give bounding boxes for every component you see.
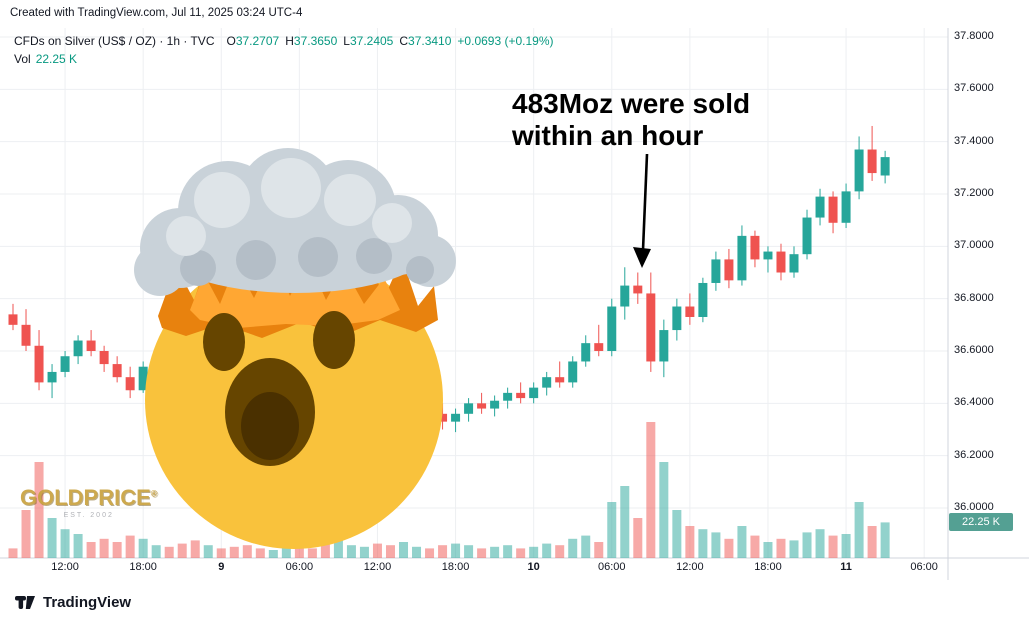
volume-value: 22.25 K [35, 52, 78, 66]
time-axis-label: 12:00 [363, 561, 392, 573]
emoji-mouth-inner [241, 392, 299, 460]
registered-mark: ® [150, 488, 158, 499]
annotation-arrow-icon [633, 153, 651, 268]
emoji-cloud-shading [180, 237, 434, 286]
time-axis-label: 18:00 [754, 561, 782, 573]
time-axis-label: 18:00 [129, 561, 157, 573]
price-axis[interactable]: 37.8000 37.6000 37.4000 37.2000 37.0000 36.80… [954, 0, 1029, 619]
price-axis-label: 37.6000 [954, 82, 994, 95]
time-axis[interactable]: 12:00 18:00 9 06:00 12:00 18:00 10 06:00 12:00 18… [0, 561, 948, 579]
high-value: 37.3650 [293, 34, 338, 48]
close-value: 37.3410 [408, 34, 452, 48]
time-axis-label: 06:00 [598, 561, 626, 573]
time-axis-label: 12:00 [51, 561, 79, 573]
goldprice-logo-text: GOLDPRICE® [20, 485, 158, 510]
volume-label: Vol [14, 52, 31, 66]
price-axis-label: 36.4000 [954, 396, 994, 409]
time-axis-label: 11 [840, 561, 852, 573]
tradingview-logo-icon [15, 596, 35, 609]
emoji-right-eye [313, 311, 355, 369]
emoji-cloud-highlight [166, 158, 412, 256]
price-axis-label: 37.8000 [954, 30, 994, 42]
annotation-text: 483Moz were sold within an hour [512, 88, 750, 152]
close-label: C [399, 34, 409, 48]
price-axis-label: 36.6000 [954, 344, 994, 356]
time-axis-label: 10 [527, 561, 540, 573]
annotation-line1: 483Moz were sold [512, 88, 751, 119]
change-value: +0.0693 (+0.19%) [457, 34, 554, 48]
goldprice-est-text: EST. 2002 [63, 512, 114, 519]
symbol-title[interactable]: CFDs on Silver (US$ / OZ) · 1h · TVC [14, 34, 215, 48]
open-value: 37.2707 [235, 34, 280, 48]
low-label: L [343, 34, 350, 48]
goldprice-watermark: GOLDPRICE® EST. 2002 [20, 485, 157, 519]
time-axis-label: 06:00 [285, 561, 314, 573]
time-axis-label: 9 [218, 561, 225, 573]
created-with-text: Created with TradingView.com, Jul 11, 20… [10, 7, 303, 19]
open-label: O [226, 34, 236, 48]
time-axis-label: 18:00 [441, 561, 470, 573]
footer-brand[interactable]: TradingView [14, 591, 131, 613]
price-axis-label: 37.0000 [954, 239, 994, 252]
exploding-head-emoji [134, 148, 456, 549]
high-label: H [285, 34, 294, 48]
price-axis-label: 37.4000 [954, 134, 994, 147]
low-value: 37.2405 [349, 34, 394, 48]
emoji-left-eye [203, 313, 245, 371]
time-axis-label: 12:00 [676, 561, 704, 573]
price-axis-label: 36.0000 [954, 501, 994, 513]
annotation-line2: within an hour [512, 120, 704, 151]
price-axis-label: 36.8000 [954, 291, 994, 304]
price-axis-label: 36.2000 [954, 448, 994, 461]
price-axis-label: 37.2000 [954, 187, 994, 199]
tradingview-brand-text: TradingView [43, 593, 132, 611]
volume-legend[interactable]: Vol 22.25 K [14, 52, 77, 66]
symbol-legend[interactable]: CFDs on Silver (US$ / OZ) · 1h · TVC O37.… [14, 34, 554, 48]
time-axis-label: 06:00 [910, 561, 938, 573]
volume-axis-badge: 22.25 K [949, 513, 1013, 531]
